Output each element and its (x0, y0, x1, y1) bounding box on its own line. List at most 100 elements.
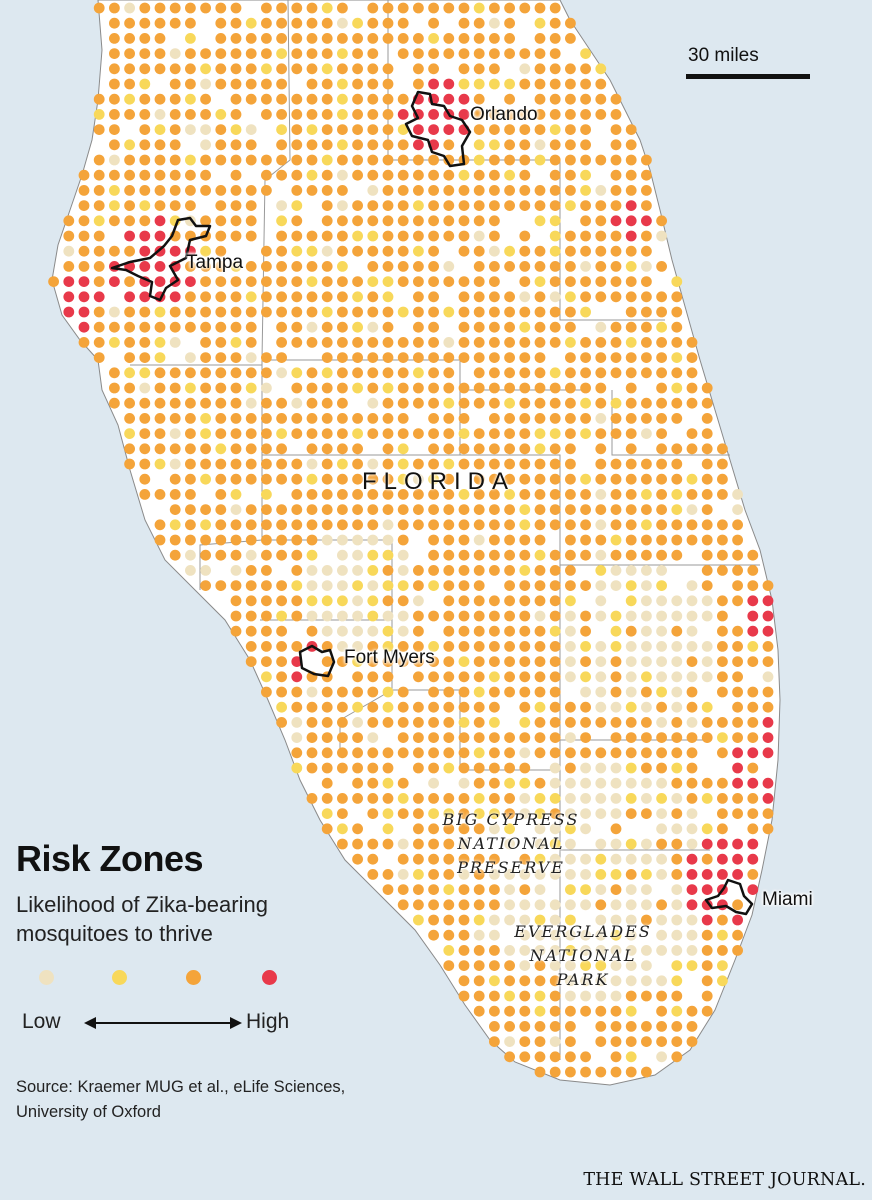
risk-dot (124, 443, 135, 455)
risk-dot (367, 124, 379, 135)
risk-dot (489, 321, 500, 333)
risk-dot (169, 504, 181, 515)
risk-dot (78, 185, 90, 196)
risk-dot (519, 276, 531, 287)
risk-dot (276, 473, 287, 485)
risk-dot (352, 33, 363, 44)
risk-dot (489, 686, 500, 698)
risk-dot (549, 777, 561, 789)
risk-dot (443, 808, 455, 819)
risk-dot (154, 33, 166, 44)
risk-dot (443, 686, 455, 698)
risk-dot (549, 717, 561, 728)
risk-dot (261, 413, 272, 424)
risk-dot (337, 169, 348, 181)
risk-dot (641, 519, 652, 531)
risk-dot (534, 1066, 546, 1078)
risk-dot (747, 610, 759, 622)
risk-dot (397, 245, 409, 257)
risk-dot (762, 625, 774, 637)
risk-dot (580, 823, 591, 835)
risk-dot (641, 641, 652, 652)
risk-dot (610, 185, 622, 196)
risk-dot (504, 565, 515, 576)
risk-dot (276, 78, 287, 90)
risk-dot (519, 793, 531, 804)
risk-dot (565, 397, 576, 409)
risk-dot (732, 686, 743, 698)
risk-dot (276, 656, 287, 667)
risk-dot (261, 458, 272, 470)
risk-dot (580, 489, 591, 500)
risk-dot (154, 139, 166, 151)
risk-dot (154, 519, 166, 531)
risk-dot (337, 549, 348, 561)
risk-dot (337, 428, 348, 439)
risk-dot (458, 945, 470, 956)
risk-dot (595, 838, 607, 850)
risk-dot (519, 808, 531, 819)
risk-dot (610, 823, 622, 835)
risk-dot (473, 945, 485, 956)
risk-dot (352, 230, 363, 242)
risk-dot (641, 489, 652, 500)
risk-dot (473, 276, 485, 287)
risk-dot (549, 139, 561, 151)
risk-dot (169, 17, 181, 29)
risk-dot (473, 489, 485, 500)
risk-dot (701, 717, 713, 728)
risk-dot (565, 185, 576, 196)
risk-dot (504, 671, 515, 683)
risk-dot (458, 276, 470, 287)
risk-dot (610, 504, 622, 515)
risk-dot (580, 367, 591, 379)
risk-dot (701, 397, 713, 409)
risk-dot (291, 686, 303, 698)
risk-dot (169, 489, 181, 500)
risk-dot (276, 245, 287, 257)
risk-dot (230, 78, 242, 90)
risk-dot (686, 717, 698, 728)
risk-dot (595, 717, 607, 728)
risk-dot (610, 534, 622, 546)
risk-dot (489, 200, 500, 212)
risk-dot (641, 793, 652, 804)
risk-dot (549, 686, 561, 698)
risk-dot (747, 717, 759, 728)
risk-dot (276, 63, 287, 75)
risk-dot (413, 701, 424, 713)
risk-dot (565, 671, 576, 683)
risk-dot (367, 580, 379, 591)
risk-dot (321, 291, 333, 303)
risk-dot (671, 686, 683, 698)
risk-dot (580, 352, 591, 363)
risk-dot (337, 565, 348, 576)
risk-dot (595, 595, 607, 607)
risk-dot (565, 124, 576, 135)
risk-dot (473, 169, 485, 181)
risk-dot (489, 565, 500, 576)
risk-dot (671, 504, 683, 515)
risk-dot (549, 382, 561, 394)
risk-dot (641, 762, 652, 774)
risk-dot (382, 762, 394, 774)
risk-dot (625, 914, 637, 926)
risk-dot (397, 504, 409, 515)
risk-dot (458, 610, 470, 622)
risk-dot (625, 428, 637, 439)
risk-dot (124, 291, 135, 303)
risk-dot (154, 352, 166, 363)
risk-dot (534, 504, 546, 515)
risk-dot (321, 139, 333, 151)
risk-dot (413, 2, 424, 14)
risk-dot (185, 397, 196, 409)
risk-dot (595, 1036, 607, 1047)
risk-dot (610, 321, 622, 333)
risk-dot (230, 367, 242, 379)
risk-dot (458, 823, 470, 835)
risk-dot (276, 443, 287, 455)
risk-dot (261, 641, 272, 652)
risk-dot (504, 337, 515, 348)
risk-dot (656, 610, 667, 622)
risk-dot (428, 489, 439, 500)
